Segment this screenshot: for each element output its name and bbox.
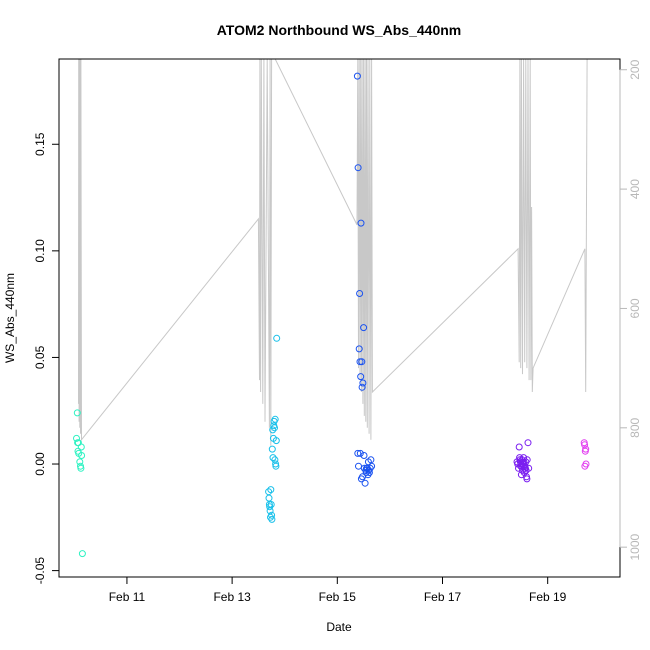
data-point-s1-1 [265,494,273,502]
data-point-s2-26 [365,469,373,476]
x-axis: Feb 11 Feb 13 Feb 15 Feb 17 Feb 19 [109,576,567,604]
y2-tick-label: 400 [628,179,642,199]
data-point-s2-7 [356,449,364,457]
data-point-s1-16 [271,424,278,432]
data-point-s0-11 [74,439,82,447]
y-tick-label: 0.10 [33,239,47,263]
data-point-s3-3 [515,443,523,451]
data-point-s3-15 [520,454,528,462]
altitude-line [78,59,588,446]
x-tick-label: Feb 17 [424,590,462,604]
data-point-s4-4 [582,445,590,453]
data-point-s2-29 [368,462,376,470]
y2-tick-label: 200 [628,59,642,79]
data-point-s2-18 [361,479,369,487]
data-point-s0-5 [76,458,84,466]
y-tick-label: 0.05 [33,345,47,369]
data-point-s0-1 [73,409,81,417]
data-point-s2-2 [354,164,362,172]
y-axis-label: WS_Abs_440nm [3,273,17,363]
data-point-s1-17 [271,456,279,464]
x-tick-label: Feb 19 [529,590,567,604]
data-point-s1-10 [268,445,276,453]
y-tick-label: -0.05 [33,557,47,585]
secondary-y-axis: 200 400 600 800 1000 [619,59,642,561]
plot-frame [58,58,621,578]
y-tick-label: 0.00 [33,452,47,476]
data-point-s2-5 [356,290,364,297]
data-point-s2-1 [354,449,362,457]
data-point-s3-26 [524,439,532,447]
altitude-trace [78,59,588,446]
data-point-s2-14 [359,379,367,387]
y2-tick-label: 600 [628,298,642,318]
data-point-s2-4 [355,345,363,353]
chart-title: ATOM2 Northbound WS_Abs_440nm [217,22,462,38]
data-point-s0-9 [78,452,86,459]
data-point-s2-3 [355,462,362,470]
data-point-s1-18 [271,415,279,423]
x-tick-label: Feb 15 [319,590,357,604]
x-tick-label: Feb 11 [109,590,146,604]
data-point-s0-10 [78,550,86,558]
x-axis-label: Date [326,620,352,634]
data-point-s3-24 [523,475,531,483]
data-point-s1-20 [272,462,280,470]
data-point-s0-8 [77,443,85,451]
data-point-s1-6 [267,486,275,494]
data-point-s1-7 [267,501,275,508]
data-point-s1-12 [269,454,277,462]
y2-tick-label: 1000 [628,533,642,560]
data-point-s1-9 [268,515,276,523]
data-point-s0-7 [77,464,85,472]
data-point-s1-22 [273,334,281,342]
data-point-s4-5 [582,460,590,468]
data-point-s2-15 [360,324,368,332]
data-point-s1-21 [272,437,280,445]
x-tick-label: Feb 13 [213,590,251,604]
data-point-s0-0 [73,434,80,442]
data-point-s2-0 [353,72,361,80]
data-point-s2-9 [357,219,365,227]
data-point-s2-11 [358,358,366,366]
y-axis: -0.05 0.00 0.05 0.10 0.15 [33,132,60,585]
y2-tick-label: 800 [628,417,642,437]
data-point-s1-11 [269,426,277,434]
data-point-s3-27 [525,464,533,472]
data-point-s2-8 [357,373,365,381]
data-points [73,72,590,558]
data-point-s3-25 [523,456,531,464]
data-point-s1-8 [268,511,276,519]
y-tick-label: 0.15 [33,132,47,156]
data-point-s2-16 [360,452,368,459]
data-point-s2-12 [358,383,366,391]
